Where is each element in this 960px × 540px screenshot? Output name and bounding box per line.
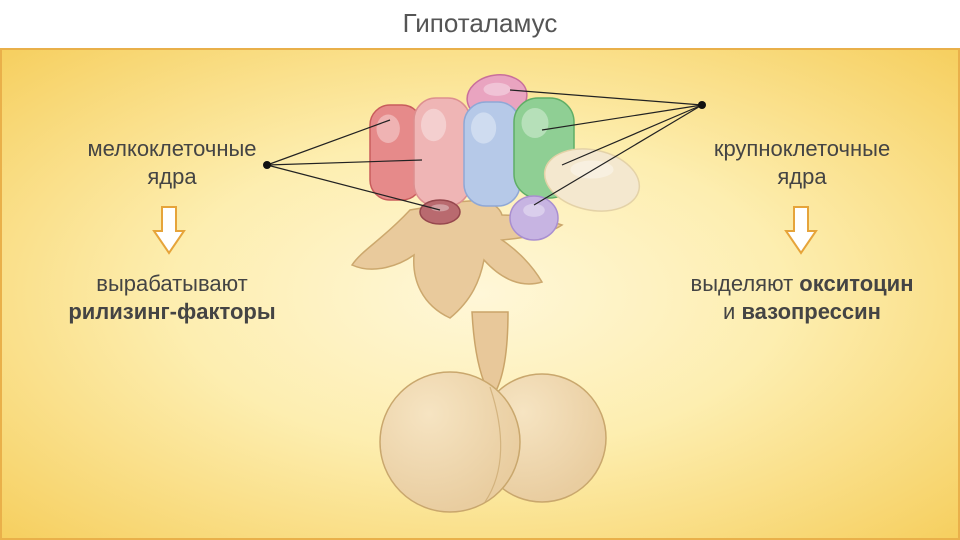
right-heading-l1: крупноклеточные: [714, 136, 890, 161]
right-sub-l2a: и: [723, 299, 741, 324]
right-arrow-icon: [784, 205, 818, 255]
left-arrow-icon: [152, 205, 186, 255]
left-heading-l2: ядра: [147, 164, 196, 189]
page-title: Гипоталамус: [0, 8, 960, 39]
left-heading: мелкоклеточные ядра: [62, 135, 282, 190]
right-sub-l2b: вазопрессин: [741, 299, 881, 324]
left-subtext: вырабатывают рилизинг-факторы: [47, 270, 297, 325]
right-sub-l1b: окситоцин: [799, 271, 913, 296]
right-subtext: выделяют окситоцин и вазопрессин: [672, 270, 932, 325]
diagram-panel: мелкоклеточные ядра вырабатывают рилизин…: [0, 48, 960, 540]
right-heading-l2: ядра: [777, 164, 826, 189]
left-heading-l1: мелкоклеточные: [87, 136, 256, 161]
right-sub-l1a: выделяют: [691, 271, 800, 296]
left-sub-l1: вырабатывают: [96, 271, 247, 296]
right-heading: крупноклеточные ядра: [682, 135, 922, 190]
left-sub-l2: рилизинг-факторы: [68, 299, 275, 324]
